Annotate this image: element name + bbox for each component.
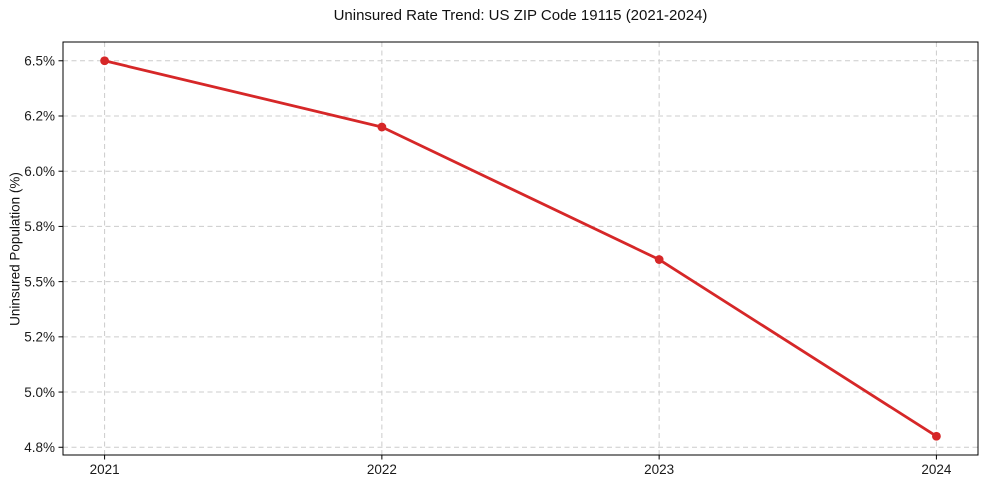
y-tick-label: 6.2% <box>24 109 55 124</box>
y-tick-label: 6.5% <box>24 53 55 68</box>
data-point <box>377 122 387 132</box>
trend-line <box>103 59 938 438</box>
y-tick-label: 5.2% <box>24 330 55 345</box>
y-tick-label: 6.0% <box>24 164 55 179</box>
y-tick-label: 5.0% <box>24 385 55 400</box>
x-tick-label: 2024 <box>921 462 952 477</box>
data-point <box>654 255 664 264</box>
plot-frame <box>62 41 979 456</box>
y-tick-label: 5.5% <box>24 274 55 289</box>
y-tick-label: 4.8% <box>24 440 55 455</box>
x-tick-label: 2022 <box>367 462 397 477</box>
x-tick-label: 2021 <box>90 462 120 477</box>
data-point <box>932 431 941 441</box>
data-point <box>100 56 109 66</box>
chart-title: Uninsured Rate Trend: US ZIP Code 19115 … <box>333 7 708 24</box>
y-tick-label: 5.8% <box>24 219 55 234</box>
x-tick-label: 2023 <box>644 462 674 477</box>
